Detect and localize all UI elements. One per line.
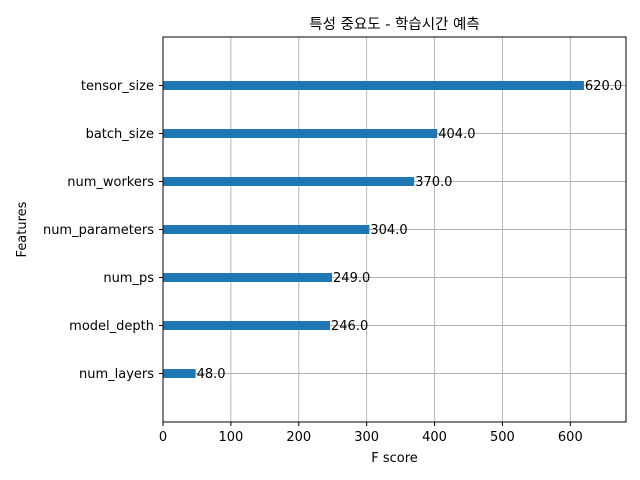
data-label-num_layers: 48.0 [197,367,226,382]
y-tick-label-tensor_size: tensor_size [81,79,154,94]
x-tick-label: 500 [490,430,515,445]
y-tick-label-num_workers: num_workers [67,175,154,190]
data-label-batch_size: 404.0 [438,127,475,142]
y-axis-label: Features [15,201,30,257]
y-tick-label-batch_size: batch_size [86,127,154,142]
x-tick-label: 200 [286,430,311,445]
data-label-num_parameters: 304.0 [370,223,407,238]
bar-num_parameters [163,225,370,234]
bar-num_ps [163,273,333,282]
data-labels: 48.0 246.0 249.0 304.0 370.0 404.0 620.0 [197,79,623,382]
y-tick-label-num_ps: num_ps [103,271,154,286]
data-label-model_depth: 246.0 [331,319,368,334]
x-axis-label: F score [371,451,418,466]
data-label-num_ps: 249.0 [333,271,370,286]
chart-title: 특성 중요도 - 학습시간 예측 [309,16,479,33]
bar-num_layers [163,369,196,378]
bar-tensor_size [163,81,584,90]
x-tick-label: 400 [422,430,447,445]
y-tick-label-model_depth: model_depth [69,319,154,334]
bar-batch_size [163,129,438,138]
x-tick-label: 300 [354,430,379,445]
x-tick-label: 100 [218,430,243,445]
data-label-tensor_size: 620.0 [585,79,622,94]
x-tick-label: 0 [159,430,167,445]
bar-model_depth [163,321,331,330]
x-tick-label: 600 [558,430,583,445]
x-axis-ticks: 0 100 200 300 400 500 600 [159,422,583,445]
y-axis-ticks: num_layers model_depth num_ps num_parameter… [43,79,163,382]
y-tick-label-num_layers: num_layers [79,367,154,382]
y-tick-label-num_parameters: num_parameters [43,223,154,238]
bar-series [163,81,584,378]
bar-num_workers [163,177,415,186]
data-label-num_workers: 370.0 [415,175,452,190]
